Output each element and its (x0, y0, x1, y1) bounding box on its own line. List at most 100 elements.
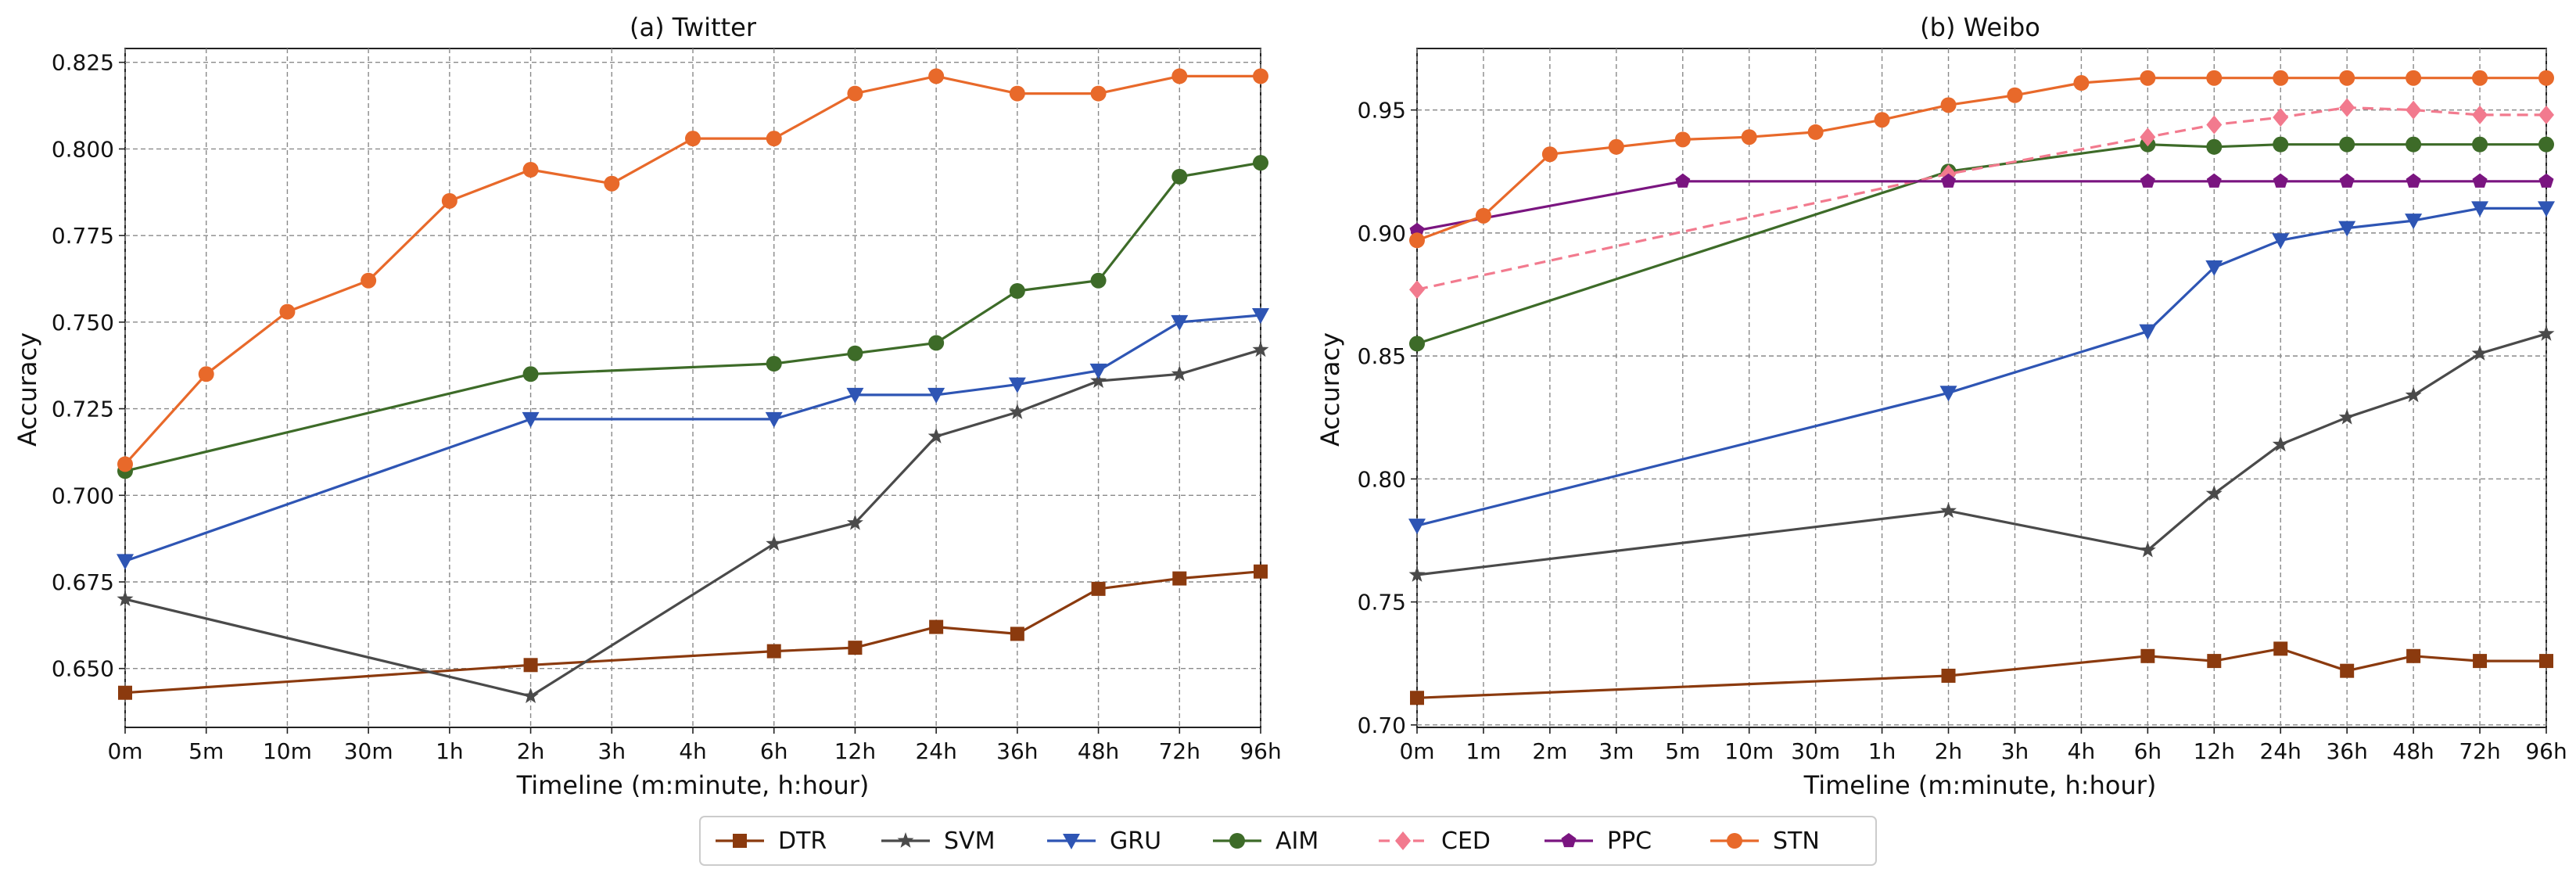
legend-item-ppc: PPC (1545, 828, 1652, 855)
series-ced-weibo (1409, 98, 2554, 300)
x-axis-label-weibo: Timeline (m:minute, h:hour) (1803, 770, 2157, 800)
data-point-aim (928, 335, 945, 351)
data-point-stn (2073, 75, 2090, 92)
series-gru-twitter (117, 308, 1269, 570)
data-point-dtr (2340, 663, 2355, 678)
data-point-gru (765, 411, 783, 428)
y-tick-label: 0.750 (52, 310, 114, 336)
x-tick-label: 36h (996, 738, 1038, 764)
y-axis-label-twitter: Accuracy (13, 332, 42, 447)
data-point-gru (927, 387, 945, 404)
data-point-aim (847, 345, 863, 361)
data-point-stn (279, 303, 296, 320)
y-tick-label: 0.700 (52, 483, 114, 508)
x-tick-label: 30m (1791, 738, 1840, 764)
data-point-ced (2538, 105, 2554, 124)
data-point-stn (1171, 68, 1188, 84)
legend-marker (1229, 833, 1245, 849)
data-point-stn (2206, 70, 2223, 86)
x-tick-label: 48h (1078, 738, 1119, 764)
data-point-stn (928, 68, 945, 84)
x-tick-label: 1m (1466, 738, 1501, 764)
y-tick-label: 0.95 (1358, 98, 1406, 124)
data-point-aim (1090, 272, 1107, 289)
data-point-svm (2139, 541, 2156, 558)
y-axis-label-weibo: Accuracy (1315, 332, 1345, 447)
legend-item-aim: AIM (1213, 828, 1318, 855)
data-point-gru (2139, 324, 2157, 340)
x-tick-label: 30m (344, 738, 393, 764)
series-stn-weibo (1409, 70, 2554, 249)
y-tick-label: 0.70 (1358, 713, 1406, 738)
data-point-dtr (1010, 626, 1024, 641)
data-point-gru (846, 387, 864, 404)
data-point-gru (2538, 201, 2555, 217)
data-point-stn (1009, 85, 1025, 102)
y-tick-label: 0.675 (52, 569, 114, 595)
data-point-gru (1408, 519, 1426, 535)
data-point-ced (2406, 100, 2422, 120)
data-point-aim (1171, 168, 1188, 185)
data-point-dtr (1410, 691, 1424, 705)
y-tick-label: 0.825 (52, 50, 114, 76)
plot-weibo: 0m 1m 2m 3m 5m 10m 30m 1h 2h 3h 4h 6h 12h 24h 36h 48h 72… (1358, 48, 2567, 764)
data-point-aim (1009, 283, 1025, 299)
x-tick-label: 5m (1665, 738, 1700, 764)
y-tick-label: 0.80 (1358, 466, 1406, 492)
data-point-gru (1252, 308, 1269, 324)
legend-item-ced: CED (1379, 828, 1491, 855)
data-point-stn (2472, 70, 2488, 86)
series-svm-weibo (1408, 325, 2555, 582)
x-tick-label: 5m (188, 738, 224, 764)
data-point-svm (2471, 345, 2488, 361)
data-point-ced (2273, 108, 2289, 127)
data-point-gru (1939, 386, 1957, 402)
data-point-stn (441, 192, 457, 209)
data-point-aim (2206, 138, 2223, 155)
data-point-dtr (1941, 668, 1956, 683)
x-tick-label: 6h (2134, 738, 2162, 764)
data-point-svm (1252, 341, 1269, 357)
plot-twitter: 0m 5m 10m 30m 1h 2h 3h 4h 6h 12h 24h 36h 48h 72h 96h 0.… (52, 48, 1282, 764)
data-point-ced (2339, 98, 2355, 117)
data-point-stn (1741, 129, 1757, 145)
data-point-ced (2472, 105, 2488, 124)
x-tick-label: 72h (2459, 738, 2500, 764)
data-point-ppc (1675, 173, 1691, 188)
data-point-ced (1409, 280, 1425, 300)
series-line-svm (1416, 332, 2547, 576)
series-line-gru (1416, 206, 2546, 527)
x-tick-label: 3h (598, 738, 626, 764)
data-point-svm (1408, 566, 1426, 582)
legend-marker (1561, 833, 1577, 848)
data-point-stn (2339, 70, 2355, 86)
data-point-stn (2140, 70, 2156, 86)
series-line-dtr (1416, 647, 2546, 699)
legend-marker (1727, 833, 1742, 849)
x-tick-label: 36h (2326, 738, 2367, 764)
data-point-aim (2406, 136, 2422, 153)
chart-title-weibo: (b) Weibo (1920, 13, 2040, 42)
data-point-stn (1674, 131, 1691, 148)
data-point-aim (2273, 136, 2289, 153)
x-tick-label: 96h (1240, 738, 1281, 764)
x-tick-label: 6h (760, 738, 788, 764)
data-point-dtr (2473, 654, 2488, 669)
data-point-dtr (2207, 654, 2222, 669)
legend-item-dtr: DTR (716, 828, 827, 855)
data-point-svm (847, 514, 863, 530)
legend-label: DTR (778, 828, 827, 855)
series-svm-twitter (117, 341, 1269, 703)
data-point-svm (2205, 485, 2223, 501)
data-point-svm (766, 535, 783, 551)
data-point-stn (847, 85, 863, 102)
y-tick-label: 0.725 (52, 397, 114, 422)
x-tick-label: 1h (1868, 738, 1896, 764)
data-point-ppc (2538, 173, 2554, 188)
legend-label: SVM (944, 828, 995, 855)
data-point-dtr (2406, 648, 2421, 663)
data-point-svm (2272, 436, 2289, 452)
y-tick-label: 0.90 (1358, 221, 1406, 246)
data-point-dtr (523, 658, 538, 673)
